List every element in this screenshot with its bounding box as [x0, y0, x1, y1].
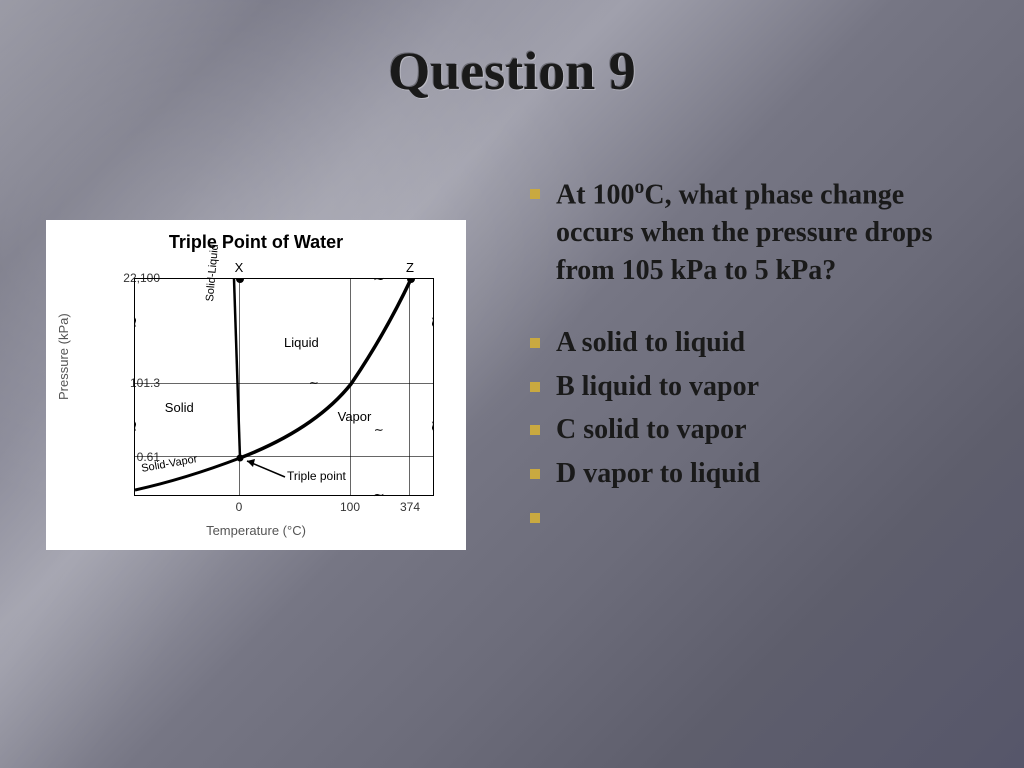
triple-point-label: Triple point — [287, 469, 346, 483]
answer-a: A solid to liquid — [530, 324, 980, 362]
xtick-1: 100 — [340, 500, 360, 514]
bullet-icon — [530, 425, 540, 435]
region-vapor: Vapor — [338, 409, 372, 424]
xtick-0: 0 — [236, 500, 243, 514]
bullet-icon — [530, 513, 540, 523]
answer-text: D vapor to liquid — [556, 455, 760, 493]
answer-b: B liquid to vapor — [530, 368, 980, 406]
bullet-icon — [530, 469, 540, 479]
answer-c: C solid to vapor — [530, 411, 980, 449]
region-liquid: Liquid — [284, 335, 319, 350]
x-axis-label: Temperature (°C) — [46, 523, 466, 538]
question-text: At 100oC, what phase change occurs when … — [556, 175, 980, 290]
axis-break: ≀ — [430, 417, 435, 434]
top-point-z: Z — [406, 260, 414, 275]
question-bullet: At 100oC, what phase change occurs when … — [530, 175, 980, 290]
empty-bullet — [530, 499, 980, 523]
y-axis-label: Pressure (kPa) — [56, 313, 71, 400]
region-solid: Solid — [165, 400, 194, 415]
axis-break: ≀ — [132, 314, 137, 331]
bullet-icon — [530, 338, 540, 348]
axis-break: ≀ — [371, 492, 388, 497]
diagram-title: Triple Point of Water — [46, 220, 466, 253]
plot-area: Liquid Solid Vapor Solid-Liquid Solid-Va… — [134, 278, 434, 496]
answer-text: C solid to vapor — [556, 411, 747, 449]
answer-text: A solid to liquid — [556, 324, 745, 362]
top-point-x: X — [235, 260, 244, 275]
axis-break: ≀ — [371, 276, 388, 281]
page-title: Question 9 — [0, 40, 1024, 102]
answer-d: D vapor to liquid — [530, 455, 980, 493]
answer-text: B liquid to vapor — [556, 368, 759, 406]
axis-break: ≀ — [132, 417, 137, 434]
bullet-icon — [530, 189, 540, 199]
axis-break: ≀ — [372, 428, 386, 433]
axis-break: ≀ — [430, 314, 435, 331]
xtick-2: 374 — [400, 500, 420, 514]
phase-diagram: Triple Point of Water Pressure (kPa) Tem… — [46, 220, 466, 550]
question-content: At 100oC, what phase change occurs when … — [530, 175, 980, 529]
bullet-icon — [530, 382, 540, 392]
axis-break: ≀ — [307, 380, 321, 385]
